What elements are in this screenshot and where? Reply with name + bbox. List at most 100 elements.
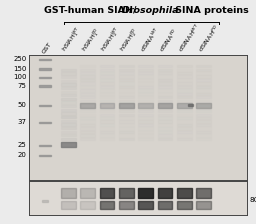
Text: hSIAH$_1^{WT}$: hSIAH$_1^{WT}$: [59, 24, 84, 54]
Bar: [177, 82, 192, 85]
Bar: [158, 82, 172, 85]
Bar: [138, 69, 153, 71]
Bar: [177, 134, 192, 137]
Bar: [196, 82, 211, 85]
Bar: [80, 103, 95, 108]
Text: 100: 100: [13, 74, 27, 80]
Bar: [196, 72, 211, 74]
Text: GST: GST: [41, 41, 52, 54]
Bar: [158, 114, 172, 116]
Bar: [119, 93, 134, 95]
Bar: [196, 127, 211, 130]
Text: 25: 25: [18, 142, 27, 149]
Bar: [138, 124, 153, 126]
Bar: [177, 121, 192, 123]
Bar: [61, 72, 76, 75]
Bar: [158, 134, 172, 137]
Bar: [119, 188, 134, 198]
Bar: [196, 138, 211, 140]
Text: 50: 50: [18, 102, 27, 108]
Bar: [177, 75, 192, 78]
Bar: [80, 127, 95, 130]
Bar: [119, 134, 134, 137]
Bar: [158, 65, 172, 67]
Bar: [61, 131, 76, 133]
Bar: [138, 82, 153, 85]
Bar: [196, 75, 211, 78]
Bar: [39, 68, 51, 70]
Bar: [39, 155, 51, 156]
Bar: [119, 117, 134, 119]
Bar: [61, 123, 76, 125]
Bar: [119, 82, 134, 85]
Bar: [61, 98, 76, 100]
Bar: [119, 114, 134, 116]
Bar: [196, 103, 211, 106]
Bar: [80, 138, 95, 140]
Bar: [61, 142, 76, 147]
Bar: [119, 131, 134, 133]
Bar: [138, 131, 153, 133]
Bar: [177, 100, 192, 102]
Bar: [61, 201, 76, 209]
Bar: [158, 79, 172, 81]
Text: dSINAH$^{PD}$: dSINAH$^{PD}$: [196, 23, 222, 54]
Bar: [61, 80, 76, 82]
Bar: [158, 110, 172, 112]
Bar: [177, 117, 192, 119]
Bar: [177, 72, 192, 74]
Text: GST-human SIAH/: GST-human SIAH/: [44, 6, 136, 15]
Bar: [177, 79, 192, 81]
Bar: [196, 188, 211, 198]
Bar: [80, 86, 95, 88]
Bar: [177, 69, 192, 71]
Bar: [138, 103, 153, 106]
Bar: [119, 100, 134, 102]
Bar: [80, 89, 95, 92]
Bar: [80, 201, 95, 209]
Bar: [138, 103, 153, 108]
Bar: [80, 124, 95, 126]
Bar: [138, 114, 153, 116]
Bar: [80, 134, 95, 137]
Bar: [138, 86, 153, 88]
Bar: [100, 114, 114, 116]
Bar: [80, 114, 95, 116]
Bar: [119, 96, 134, 99]
Bar: [196, 93, 211, 95]
Bar: [100, 127, 114, 130]
Bar: [100, 79, 114, 81]
Bar: [61, 87, 76, 89]
Bar: [138, 96, 153, 99]
Bar: [119, 89, 134, 92]
Bar: [138, 188, 153, 198]
Bar: [196, 86, 211, 88]
Bar: [80, 93, 95, 95]
Bar: [138, 79, 153, 81]
Bar: [196, 114, 211, 116]
Bar: [100, 134, 114, 137]
Bar: [158, 72, 172, 74]
Bar: [196, 69, 211, 71]
Bar: [196, 134, 211, 137]
Bar: [196, 121, 211, 123]
Bar: [61, 138, 76, 140]
Bar: [61, 76, 76, 78]
Bar: [196, 65, 211, 67]
Bar: [158, 107, 172, 109]
Bar: [100, 201, 114, 209]
Bar: [177, 103, 192, 108]
Bar: [138, 134, 153, 137]
Bar: [119, 103, 134, 106]
Bar: [158, 121, 172, 123]
Bar: [177, 127, 192, 130]
Bar: [158, 69, 172, 71]
Bar: [119, 65, 134, 67]
Bar: [80, 103, 95, 106]
Bar: [196, 117, 211, 119]
Text: hSIAH$_2^{WT}$: hSIAH$_2^{WT}$: [98, 24, 123, 54]
Text: SINA proteins: SINA proteins: [172, 6, 248, 15]
Bar: [61, 134, 76, 136]
Bar: [100, 100, 114, 102]
Bar: [158, 131, 172, 133]
